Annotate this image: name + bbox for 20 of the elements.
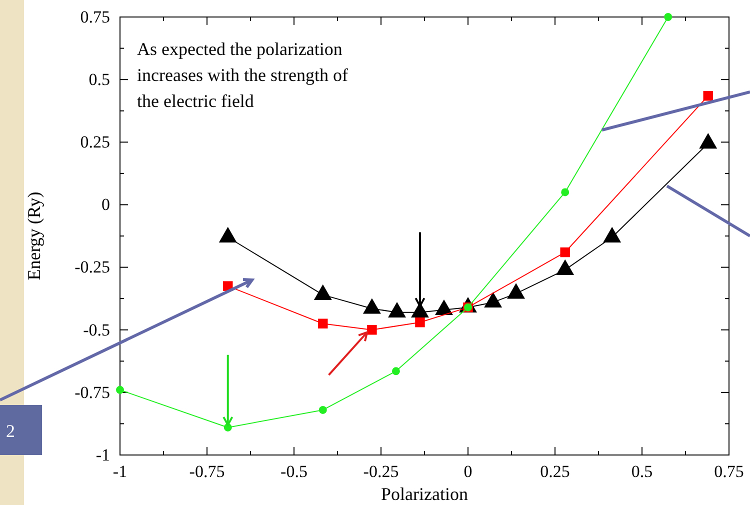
y-axis-title: Energy (Ry) xyxy=(24,192,44,280)
text: 2 xyxy=(6,421,15,441)
y-tick-label: 0 xyxy=(102,195,110,214)
x-tick-label: -0.25 xyxy=(363,462,399,482)
y-tick-label: -0.75 xyxy=(74,382,110,402)
annotation: As expected the polarization increases with the strength of the electric field xyxy=(137,39,348,111)
x-tick-label: 0.25 xyxy=(540,462,570,482)
y-tick-label: 0.75 xyxy=(80,7,110,26)
y-tick-label: -0.5 xyxy=(83,320,110,340)
x-tick-label: 0.5 xyxy=(631,462,653,482)
x-axis-title: Polarization xyxy=(381,484,468,504)
y-tick-label: 0.25 xyxy=(80,132,110,152)
x-tick-label: -1 xyxy=(112,462,128,482)
y-tick-label: 0.5 xyxy=(88,70,110,90)
x-tick-label: -0.75 xyxy=(189,462,225,482)
y-tick-label: -0.25 xyxy=(74,258,110,277)
x-tick-label: 0 xyxy=(464,462,472,482)
x-tick-label: -0.5 xyxy=(280,462,308,482)
x-tick-label: 0.75 xyxy=(714,462,744,482)
y-tick-label: -1 xyxy=(96,445,110,464)
